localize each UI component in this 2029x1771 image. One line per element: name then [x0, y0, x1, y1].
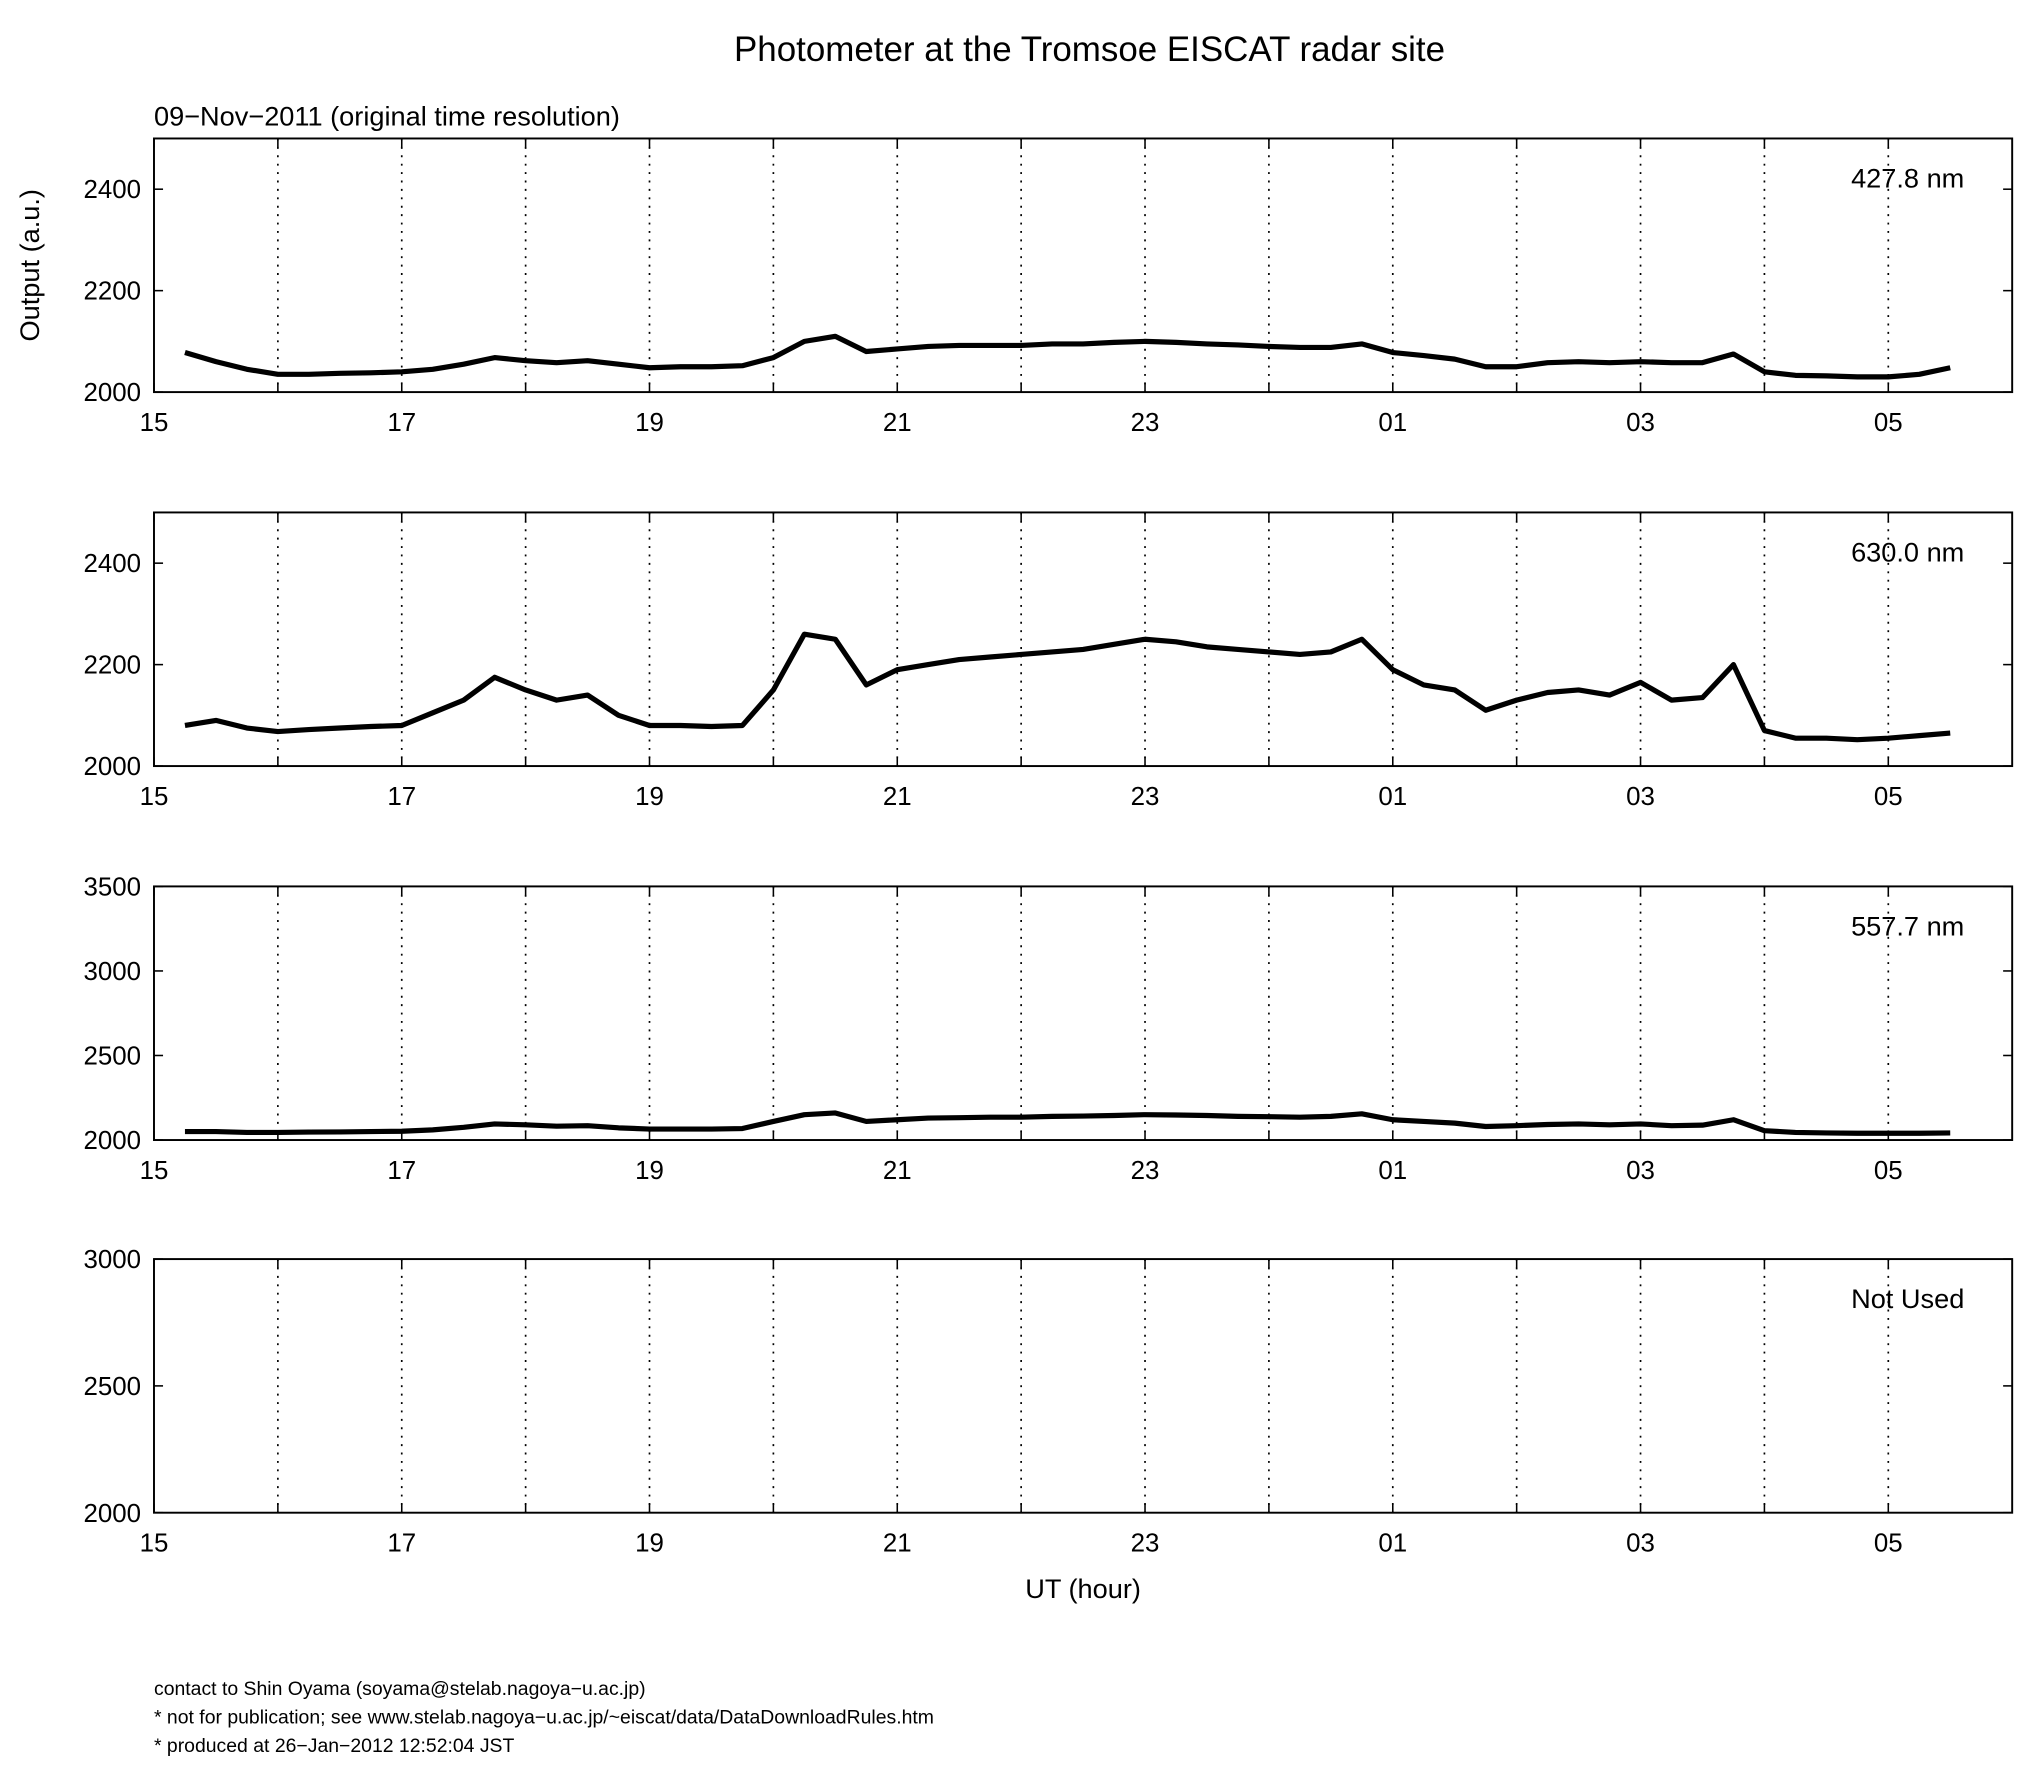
- x-tick-label: 23: [1131, 1530, 1160, 1558]
- data-line: [184, 1110, 1951, 1136]
- footer-line: contact to Shin Oyama (soyama@stelab.nag…: [154, 1678, 646, 1700]
- x-axis-label: UT (hour): [1025, 1573, 1141, 1604]
- x-tick-label: 17: [387, 409, 416, 437]
- x-tick-label: 19: [635, 1530, 664, 1558]
- data-line: [184, 631, 1951, 743]
- x-tick-label: 03: [1626, 1157, 1655, 1185]
- y-tick-label: 2200: [83, 278, 141, 306]
- x-tick-label: 15: [140, 1530, 169, 1558]
- x-tick-label: 05: [1874, 783, 1903, 811]
- x-tick-label: 01: [1378, 783, 1407, 811]
- footer-line: * produced at 26−Jan−2012 12:52:04 JST: [154, 1735, 515, 1757]
- panel-label: 630.0 nm: [1851, 537, 1964, 568]
- x-tick-label: 05: [1874, 1157, 1903, 1185]
- y-tick-label: 2000: [83, 379, 141, 407]
- x-tick-label: 23: [1131, 409, 1160, 437]
- panel-label: 427.8 nm: [1851, 163, 1964, 194]
- data-line: [184, 333, 1951, 380]
- panel-label: 557.7 nm: [1851, 911, 1964, 942]
- y-tick-label: 2400: [83, 550, 141, 578]
- title: Photometer at the Tromsoe EISCAT radar s…: [734, 30, 1445, 69]
- x-tick-label: 01: [1378, 1530, 1407, 1558]
- x-tick-label: 19: [635, 409, 664, 437]
- x-tick-label: 03: [1626, 1530, 1655, 1558]
- y-tick-label: 2400: [83, 176, 141, 204]
- x-tick-label: 17: [387, 783, 416, 811]
- x-tick-label: 17: [387, 1157, 416, 1185]
- panel-label: Not Used: [1851, 1283, 1964, 1314]
- plot-frame: [153, 511, 2014, 768]
- y-tick-label: 3000: [83, 958, 141, 986]
- x-tick-label: 19: [635, 1157, 664, 1185]
- x-tick-label: 17: [387, 1530, 416, 1558]
- x-tick-label: 05: [1874, 1530, 1903, 1558]
- y-tick-label: 2200: [83, 652, 141, 680]
- y-axis-label: Output (a.u.): [14, 189, 45, 341]
- x-tick-label: 21: [883, 1157, 912, 1185]
- y-tick-label: 3500: [83, 873, 141, 901]
- x-tick-label: 05: [1874, 409, 1903, 437]
- y-tick-label: 2500: [83, 1043, 141, 1071]
- y-tick-label: 3000: [83, 1246, 141, 1274]
- plot-frame: [153, 885, 2014, 1142]
- x-tick-label: 01: [1378, 409, 1407, 437]
- plot-frame: [153, 1258, 2014, 1514]
- y-tick-label: 2500: [83, 1373, 141, 1401]
- x-tick-label: 21: [883, 409, 912, 437]
- subtitle: 09−Nov−2011 (original time resolution): [154, 101, 620, 132]
- x-tick-label: 15: [140, 783, 169, 811]
- y-tick-label: 2000: [83, 1500, 141, 1528]
- x-tick-label: 15: [140, 409, 169, 437]
- y-tick-label: 2000: [83, 1127, 141, 1155]
- x-tick-label: 19: [635, 783, 664, 811]
- x-tick-label: 03: [1626, 409, 1655, 437]
- y-tick-label: 2000: [83, 753, 141, 781]
- x-tick-label: 15: [140, 1157, 169, 1185]
- x-tick-label: 23: [1131, 783, 1160, 811]
- x-tick-label: 21: [883, 783, 912, 811]
- x-tick-label: 21: [883, 1530, 912, 1558]
- footer-line: * not for publication; see www.stelab.na…: [154, 1707, 934, 1729]
- plot-frame: [153, 137, 2014, 394]
- x-tick-label: 23: [1131, 1157, 1160, 1185]
- x-tick-label: 01: [1378, 1157, 1407, 1185]
- x-tick-label: 03: [1626, 783, 1655, 811]
